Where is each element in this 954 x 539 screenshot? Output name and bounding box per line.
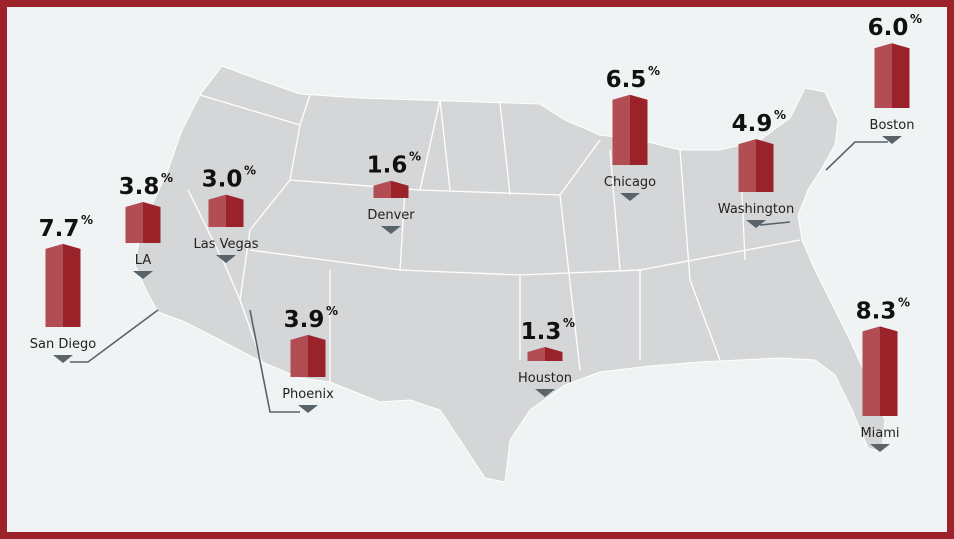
city-label: Boston	[870, 118, 915, 133]
bar-right-face	[630, 94, 648, 165]
city-value: 3.9	[284, 307, 325, 333]
bar-left-face	[862, 326, 880, 416]
city-label: Houston	[518, 371, 572, 386]
bar-left-face	[208, 194, 226, 227]
leader-phoenix	[249, 309, 300, 413]
city-marker-la: 3.8 % LA	[119, 171, 173, 279]
city-label: Chicago	[604, 175, 656, 190]
percent-sign: %	[81, 213, 93, 227]
location-pointer-icon	[298, 405, 318, 413]
bar-left-face	[612, 94, 630, 165]
bar-right-face	[545, 346, 563, 361]
bar-left-face	[125, 201, 143, 243]
bar-left-face	[290, 334, 308, 377]
city-marker-miami: 8.3 % Miami	[856, 295, 910, 452]
bar-right-face	[308, 334, 326, 377]
percent-sign: %	[898, 295, 910, 309]
bar-right-face	[391, 180, 409, 198]
city-value: 1.3	[521, 319, 562, 345]
city-marker-houston: 1.3 % Houston	[518, 316, 575, 397]
bar-right-face	[63, 243, 81, 327]
location-pointer-icon	[870, 444, 890, 452]
bar-left-face	[874, 43, 892, 109]
leader-lines	[70, 141, 888, 413]
bar-right-face	[880, 326, 898, 416]
city-label: Las Vegas	[194, 237, 259, 252]
bar-right-face	[756, 139, 774, 192]
leader-san-diego	[70, 309, 159, 363]
location-pointer-icon	[882, 136, 902, 144]
bar-left-face	[45, 243, 63, 327]
percent-sign: %	[161, 171, 173, 185]
city-label: San Diego	[30, 337, 96, 352]
location-pointer-icon	[216, 255, 236, 263]
bar-left-face	[738, 139, 756, 192]
city-value: 6.0	[868, 15, 909, 41]
percent-sign: %	[774, 108, 786, 122]
state-borders	[187, 94, 801, 382]
city-label: Washington	[718, 202, 794, 217]
percent-sign: %	[563, 316, 575, 330]
city-label: LA	[135, 253, 152, 268]
percent-sign: %	[409, 150, 421, 164]
bar-left-face	[527, 346, 545, 361]
city-value: 3.0	[202, 167, 243, 193]
city-label: Denver	[367, 208, 415, 223]
city-marker-boston: 6.0 % Boston	[868, 12, 922, 144]
location-pointer-icon	[535, 389, 555, 397]
bar-left-face	[373, 180, 391, 198]
city-label: Miami	[860, 426, 899, 441]
location-pointer-icon	[53, 355, 73, 363]
city-marker-chicago: 6.5 % Chicago	[604, 64, 660, 201]
city-value: 7.7	[39, 216, 80, 242]
location-pointer-icon	[746, 220, 766, 228]
city-marker-washington: 4.9 % Washington	[718, 108, 794, 228]
percent-sign: %	[648, 64, 660, 78]
city-marker-denver: 1.6 % Denver	[367, 150, 421, 234]
city-label: Phoenix	[282, 387, 334, 402]
location-pointer-icon	[133, 271, 153, 279]
leader-washington	[759, 221, 791, 226]
location-pointer-icon	[620, 193, 640, 201]
city-value: 8.3	[856, 298, 897, 324]
city-value: 4.9	[732, 111, 773, 137]
location-pointer-icon	[381, 226, 401, 234]
bar-right-face	[892, 43, 910, 109]
bar-right-face	[226, 194, 244, 227]
city-marker-las-vegas: 3.0 % Las Vegas	[194, 164, 259, 263]
city-value: 3.8	[119, 174, 160, 200]
leader-boston	[825, 141, 888, 171]
percent-sign: %	[326, 304, 338, 318]
city-marker-phoenix: 3.9 % Phoenix	[282, 304, 338, 413]
bar-right-face	[143, 201, 161, 243]
percent-sign: %	[244, 164, 256, 178]
city-marker-san-diego: 7.7 % San Diego	[30, 213, 96, 363]
percent-sign: %	[910, 12, 922, 26]
city-value: 6.5	[606, 67, 647, 93]
city-value: 1.6	[367, 153, 408, 179]
